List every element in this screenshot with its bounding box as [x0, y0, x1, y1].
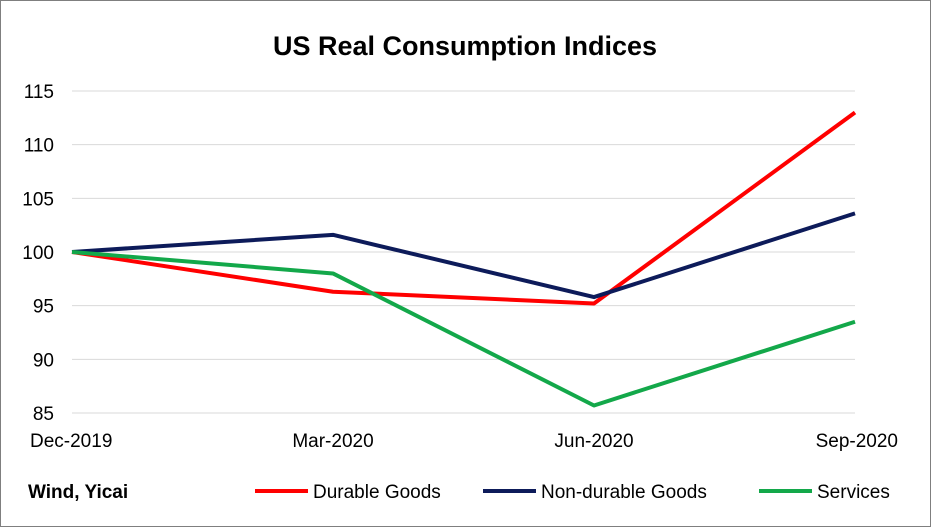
x-tick-label: Jun-2020	[554, 431, 633, 452]
series-line-services	[71, 250, 856, 408]
legend: Durable Goods Non-durable Goods Services	[255, 482, 890, 503]
y-tick-label: 90	[33, 350, 54, 371]
series-line-durable-goods	[71, 110, 857, 306]
source-label: Wind, Yicai	[28, 482, 128, 503]
x-tick-label: Sep-2020	[816, 431, 898, 452]
y-tick-label: 115	[24, 82, 54, 103]
grid-lines	[72, 90, 855, 414]
legend-label: Services	[817, 482, 890, 503]
legend-label: Non-durable Goods	[541, 482, 707, 503]
y-tick-label: 110	[24, 136, 54, 157]
y-tick-label: 105	[22, 189, 54, 210]
x-tick-label: Mar-2020	[292, 431, 373, 452]
y-tick-label: 100	[22, 243, 54, 264]
series-lines	[71, 110, 857, 408]
legend-label: Durable Goods	[313, 482, 441, 503]
x-axis-ticks: Dec-2019 Mar-2020 Jun-2020 Sep-2020	[30, 431, 898, 452]
y-tick-label: 85	[33, 404, 54, 425]
y-axis-ticks: 85 90 95 100 105 110 115	[22, 82, 54, 425]
x-tick-label: Dec-2019	[30, 431, 112, 452]
y-tick-label: 95	[33, 297, 54, 318]
chart-title: US Real Consumption Indices	[273, 31, 657, 61]
series-line-non-durable-goods	[71, 211, 856, 300]
